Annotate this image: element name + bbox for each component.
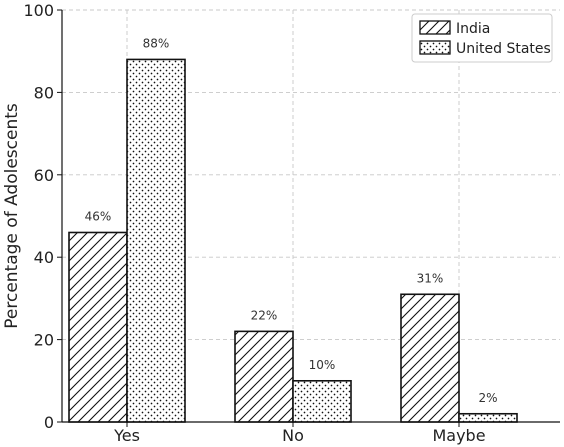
bar-united-states-no xyxy=(292,379,352,423)
x-tick-label: No xyxy=(282,426,304,445)
data-label: 88% xyxy=(143,36,170,50)
axes: 0 20 40 60 80 100 Yes No Maybe xyxy=(23,1,560,445)
y-tick-label: 80 xyxy=(34,83,54,102)
x-tick-label: Yes xyxy=(113,426,140,445)
legend-swatch-hatch xyxy=(419,20,451,35)
bar-india-yes xyxy=(68,231,128,423)
bar-united-states-maybe xyxy=(458,412,518,423)
bar-india-maybe xyxy=(400,293,460,423)
y-axis-title: Percentage of Adolescents xyxy=(2,103,22,329)
legend-swatch-dots xyxy=(419,40,451,55)
y-tick-label: 100 xyxy=(23,1,54,20)
data-label: 2% xyxy=(478,391,497,405)
bars xyxy=(68,58,518,423)
data-labels: 46% 22% 31% 88% 10% 2% xyxy=(85,36,498,404)
data-label: 10% xyxy=(309,358,336,372)
legend-label: United States xyxy=(456,41,551,57)
legend-label: India xyxy=(456,21,490,37)
y-tick-label: 20 xyxy=(34,331,54,350)
bar-india-no xyxy=(234,330,294,423)
y-tick-label: 60 xyxy=(34,166,54,185)
y-tick-label: 0 xyxy=(44,413,54,432)
x-tick-label: Maybe xyxy=(432,426,485,445)
bar-united-states-yes xyxy=(126,58,186,423)
data-label: 46% xyxy=(85,209,112,223)
data-label: 22% xyxy=(251,308,278,322)
legend: India United States xyxy=(411,13,553,63)
data-label: 31% xyxy=(417,271,444,285)
y-tick-label: 40 xyxy=(34,248,54,267)
